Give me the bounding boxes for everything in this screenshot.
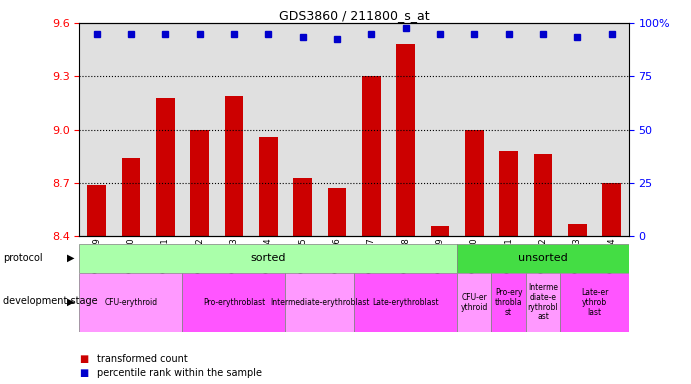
Bar <box>362 76 381 236</box>
Bar <box>560 273 629 332</box>
Text: percentile rank within the sample: percentile rank within the sample <box>97 368 262 378</box>
Text: Pro-erythroblast: Pro-erythroblast <box>203 298 265 307</box>
Text: ■: ■ <box>79 368 88 378</box>
Text: Late-erythroblast: Late-erythroblast <box>372 298 439 307</box>
Bar <box>533 154 552 236</box>
Text: CFU-erythroid: CFU-erythroid <box>104 298 158 307</box>
Text: CFU-er
ythroid: CFU-er ythroid <box>461 293 488 312</box>
Bar <box>156 98 175 236</box>
Bar <box>491 273 526 332</box>
Text: Interme
diate-e
rythrobl
ast: Interme diate-e rythrobl ast <box>528 283 558 321</box>
Bar <box>182 273 285 332</box>
Bar <box>568 224 587 236</box>
Bar <box>293 177 312 236</box>
Bar <box>354 273 457 332</box>
Bar <box>285 273 354 332</box>
Bar <box>122 158 140 236</box>
Text: development stage: development stage <box>3 296 98 306</box>
Text: ▶: ▶ <box>67 253 75 263</box>
Bar <box>465 130 484 236</box>
Text: protocol: protocol <box>3 253 43 263</box>
Text: Late-er
ythrob
last: Late-er ythrob last <box>581 288 608 316</box>
Text: transformed count: transformed count <box>97 354 187 364</box>
Text: Intermediate-erythroblast: Intermediate-erythroblast <box>270 298 370 307</box>
Bar <box>79 273 182 332</box>
Bar <box>259 137 278 236</box>
Bar <box>79 244 457 273</box>
Bar <box>457 273 491 332</box>
Text: sorted: sorted <box>251 253 286 263</box>
Bar <box>430 225 449 236</box>
Bar <box>87 185 106 236</box>
Bar <box>602 183 621 236</box>
Bar <box>526 273 560 332</box>
Bar <box>225 96 243 236</box>
Text: Pro-ery
throbla
st: Pro-ery throbla st <box>495 288 522 316</box>
Bar <box>328 188 346 236</box>
Bar <box>457 244 629 273</box>
Text: ■: ■ <box>79 354 88 364</box>
Text: ▶: ▶ <box>67 296 75 306</box>
Bar <box>396 44 415 236</box>
Bar <box>499 151 518 236</box>
Title: GDS3860 / 211800_s_at: GDS3860 / 211800_s_at <box>279 9 429 22</box>
Text: unsorted: unsorted <box>518 253 568 263</box>
Bar <box>190 130 209 236</box>
